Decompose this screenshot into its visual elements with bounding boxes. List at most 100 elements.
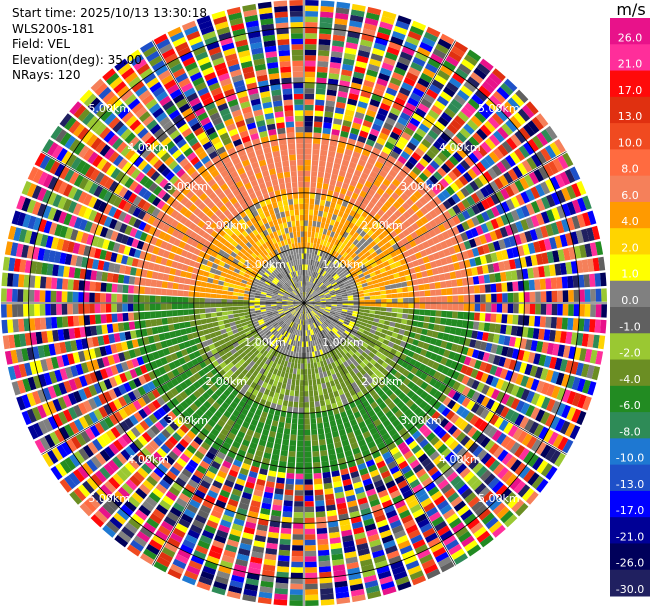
velocity-cell — [421, 270, 428, 278]
velocity-cell — [233, 396, 241, 405]
velocity-cell — [305, 335, 308, 342]
velocity-cell — [407, 314, 414, 320]
velocity-cell — [546, 398, 556, 412]
velocity-cell — [340, 130, 349, 138]
velocity-cell — [185, 369, 193, 378]
velocity-cell — [326, 260, 331, 266]
velocity-cell — [180, 328, 187, 336]
velocity-cell — [251, 347, 258, 354]
velocity-cell — [359, 361, 367, 369]
velocity-cell — [142, 479, 155, 491]
velocity-cell — [296, 318, 299, 324]
velocity-cell — [462, 423, 473, 435]
velocity-cell — [498, 356, 506, 367]
velocity-cell — [411, 384, 420, 393]
velocity-cell — [148, 370, 157, 380]
velocity-cell — [467, 320, 474, 329]
velocity-cell — [105, 429, 117, 442]
velocity-cell — [188, 393, 198, 403]
velocity-cell — [342, 251, 348, 258]
velocity-cell — [202, 366, 211, 374]
velocity-cell — [270, 385, 277, 392]
velocity-cell — [351, 174, 360, 182]
velocity-cell — [422, 322, 430, 329]
velocity-cell — [348, 161, 357, 170]
velocity-cell — [318, 433, 325, 440]
velocity-cell — [317, 344, 322, 351]
velocity-cell — [465, 268, 473, 277]
velocity-cell — [325, 298, 332, 301]
velocity-cell — [400, 150, 411, 160]
velocity-cell — [325, 217, 331, 225]
velocity-cell — [37, 420, 49, 435]
velocity-cell — [251, 330, 258, 336]
velocity-cell — [331, 303, 338, 305]
velocity-cell — [141, 500, 155, 512]
velocity-cell — [350, 252, 357, 259]
velocity-cell — [589, 273, 596, 287]
velocity-cell — [269, 464, 278, 472]
velocity-cell — [151, 399, 161, 410]
velocity-cell — [183, 309, 189, 316]
velocity-cell — [400, 446, 411, 456]
velocity-cell — [276, 370, 282, 377]
velocity-cell — [79, 326, 87, 338]
velocity-cell — [239, 315, 246, 320]
velocity-cell — [72, 404, 83, 418]
velocity-cell — [499, 488, 512, 501]
velocity-cell — [192, 381, 201, 390]
velocity-cell — [350, 347, 357, 354]
velocity-cell — [289, 327, 293, 334]
velocity-cell — [247, 447, 256, 455]
velocity-cell — [253, 455, 262, 463]
velocity-cell — [394, 322, 401, 329]
velocity-cell — [312, 271, 316, 278]
velocity-cell — [331, 306, 337, 308]
velocity-cell — [465, 229, 474, 240]
velocity-cell — [384, 200, 393, 209]
velocity-cell — [532, 266, 540, 278]
velocity-cell — [223, 509, 236, 518]
velocity-cell — [304, 473, 313, 480]
velocity-cell — [335, 260, 341, 266]
velocity-cell — [21, 394, 31, 409]
velocity-cell — [304, 291, 306, 298]
velocity-cell — [432, 455, 444, 466]
velocity-cell — [88, 411, 99, 424]
velocity-cell — [349, 229, 356, 236]
velocity-cell — [259, 513, 270, 521]
velocity-cell — [320, 377, 326, 384]
velocity-cell — [274, 357, 280, 364]
velocity-cell — [279, 353, 285, 360]
velocity-cell — [336, 400, 344, 408]
velocity-cell — [351, 272, 358, 278]
velocity-cell — [249, 305, 255, 309]
velocity-cell — [216, 312, 223, 317]
velocity-cell — [362, 315, 369, 320]
velocity-cell — [212, 480, 223, 489]
velocity-cell — [292, 373, 297, 380]
velocity-cell — [265, 330, 272, 336]
velocity-cell — [409, 570, 424, 581]
velocity-cell — [148, 413, 158, 424]
velocity-cell — [315, 373, 320, 380]
velocity-cell — [327, 515, 338, 523]
velocity-cell — [271, 420, 279, 427]
velocity-cell — [276, 318, 282, 323]
velocity-cell — [308, 298, 314, 301]
velocity-cell — [423, 563, 438, 575]
velocity-cell — [78, 416, 89, 429]
velocity-cell — [439, 463, 451, 474]
velocity-cell — [522, 244, 531, 256]
velocity-cell — [340, 468, 349, 476]
velocity-cell — [459, 467, 471, 479]
velocity-cell — [441, 231, 450, 240]
velocity-cell — [153, 334, 161, 343]
velocity-cell — [200, 570, 215, 581]
velocity-cell — [503, 358, 512, 369]
velocity-cell — [155, 358, 163, 368]
velocity-cell — [318, 366, 323, 373]
velocity-cell — [389, 519, 402, 529]
velocity-cell — [48, 371, 58, 384]
velocity-cell — [463, 312, 469, 320]
